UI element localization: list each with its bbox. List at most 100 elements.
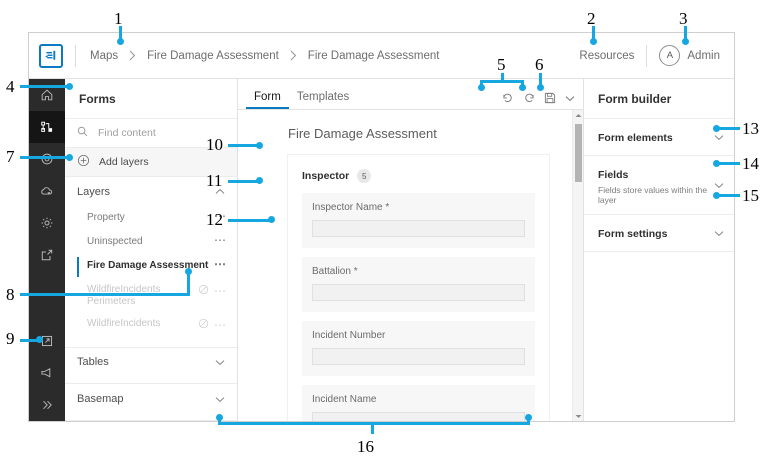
callout-number-14: 14 <box>742 154 759 173</box>
chevron-down-icon[interactable] <box>215 396 225 403</box>
editor-scrollbar[interactable] <box>572 110 583 421</box>
layer-row-icons: ⋯ <box>214 232 227 247</box>
form-card: Inspector 5 Inspector Name * Battalion *… <box>288 155 549 421</box>
breadcrumb-item-current[interactable]: Fire Damage Assessment <box>307 49 440 62</box>
layer-row-icons: ⋯ <box>198 283 227 298</box>
esri-logo-icon[interactable] <box>39 43 63 68</box>
rail-item-home[interactable] <box>29 79 65 111</box>
section-basemap-header[interactable]: Basemap <box>65 384 237 414</box>
breadcrumb-item-maps[interactable]: Maps <box>90 49 119 62</box>
scrollbar-thumb[interactable] <box>575 124 582 182</box>
rail-item-expand[interactable] <box>29 389 65 421</box>
avatar[interactable]: A <box>659 45 681 66</box>
scroll-down-arrow-icon[interactable] <box>573 411 583 421</box>
callout-line-11 <box>228 180 260 183</box>
rail-item-export[interactable] <box>29 239 65 271</box>
callout-dot-4 <box>66 83 73 90</box>
callout-dot-15 <box>713 192 720 199</box>
rail-item-offline[interactable] <box>29 175 65 207</box>
chevron-down-icon[interactable] <box>565 95 575 102</box>
rail-item-target[interactable] <box>29 143 65 175</box>
callout-dot-12 <box>268 216 275 223</box>
form-field[interactable]: Incident Number <box>302 321 535 376</box>
tab-templates[interactable]: Templates <box>296 91 350 103</box>
redo-icon[interactable] <box>523 92 535 104</box>
form-group-header[interactable]: Inspector 5 <box>288 165 549 193</box>
callout-line-16d <box>371 422 374 434</box>
form-group-label: Inspector <box>302 170 350 182</box>
callout-dot-8 <box>185 268 192 275</box>
callout-number-16: 16 <box>357 437 374 456</box>
tab-form[interactable]: Form <box>246 91 289 109</box>
rail-item-forms[interactable] <box>29 111 65 143</box>
inspector-name-input[interactable] <box>312 220 525 237</box>
callout-line-8a <box>20 293 190 296</box>
chevron-up-icon[interactable] <box>215 188 225 195</box>
layer-name: Fire Damage Assessment <box>87 259 209 271</box>
form-field[interactable]: Incident Name <box>302 385 535 421</box>
layer-row[interactable]: Property ⋯ <box>65 207 237 231</box>
layer-list: Property ⋯ Uninspected ⋯ Fire Damage Ass… <box>65 207 237 341</box>
more-options-icon[interactable]: ⋯ <box>214 208 227 223</box>
callout-dot-16b <box>525 414 532 421</box>
left-icon-rail <box>29 79 65 421</box>
builder-row-fields[interactable]: Fields Fields store values within the la… <box>584 156 734 215</box>
builder-row-text: Form elements <box>598 128 714 146</box>
builder-row-form-settings[interactable]: Form settings <box>584 215 734 252</box>
callout-number-5: 5 <box>497 55 506 74</box>
more-options-icon[interactable]: ⋯ <box>214 317 227 332</box>
layer-row-icons: ⋯ <box>214 256 227 271</box>
callout-line-9 <box>20 339 40 342</box>
callout-dot-5a <box>478 84 485 91</box>
rail-item-announcements[interactable] <box>29 357 65 389</box>
chevron-down-icon[interactable] <box>714 230 724 237</box>
user-menu-label[interactable]: Admin <box>687 49 720 62</box>
battalion-input[interactable] <box>312 284 525 301</box>
resources-link[interactable]: Resources <box>579 49 635 62</box>
callout-dot-2 <box>590 38 597 45</box>
callout-line-1 <box>119 26 122 40</box>
field-label: Inspector Name * <box>312 202 390 213</box>
rail-item-settings[interactable] <box>29 207 65 239</box>
callout-dot-7 <box>66 154 73 161</box>
chevron-right-icon <box>129 50 136 61</box>
incident-number-input[interactable] <box>312 348 525 365</box>
layer-row[interactable]: WildfireIncidents ⋯ <box>65 313 237 337</box>
field-label: Battalion * <box>312 266 358 277</box>
chevron-down-icon[interactable] <box>714 134 724 141</box>
callout-number-7: 7 <box>6 147 15 166</box>
callout-dot-1 <box>117 38 124 45</box>
add-layers-button[interactable]: Add layers <box>65 147 237 177</box>
section-tables-header[interactable]: Tables <box>65 348 237 378</box>
undo-icon[interactable] <box>502 92 514 104</box>
breadcrumb: Maps Fire Damage Assessment Fire Damage … <box>88 50 441 62</box>
scroll-up-arrow-icon[interactable] <box>573 110 583 120</box>
chevron-down-icon[interactable] <box>215 359 225 366</box>
form-field[interactable]: Inspector Name * <box>302 193 535 248</box>
search-input[interactable]: Find content <box>65 118 237 148</box>
callout-line-10 <box>228 144 260 147</box>
circle-slash-icon <box>198 318 209 332</box>
layer-row-icons: ⋯ <box>198 317 227 332</box>
form-field[interactable]: Battalion * <box>302 257 535 312</box>
layer-row-selected[interactable]: Fire Damage Assessment ⋯ <box>65 255 237 279</box>
plus-circle-icon <box>77 154 99 170</box>
save-icon[interactable] <box>544 92 556 104</box>
callout-dot-14 <box>713 160 720 167</box>
more-options-icon[interactable]: ⋯ <box>214 256 227 271</box>
callout-number-2: 2 <box>587 9 596 28</box>
breadcrumb-item-project[interactable]: Fire Damage Assessment <box>147 49 279 62</box>
layer-row[interactable]: Uninspected ⋯ <box>65 231 237 255</box>
builder-row-form-elements[interactable]: Form elements <box>584 119 734 156</box>
layer-row-icons: ⋯ <box>214 208 227 223</box>
more-options-icon[interactable]: ⋯ <box>214 283 227 298</box>
layer-row[interactable]: WildfireIncidents Perimeters ⋯ <box>65 279 237 313</box>
builder-row-title: Form settings <box>598 228 668 240</box>
chevron-down-icon[interactable] <box>714 182 724 189</box>
callout-dot-9 <box>36 336 43 343</box>
section-basemap-label: Basemap <box>77 393 124 406</box>
more-options-icon[interactable]: ⋯ <box>214 232 227 247</box>
incident-name-input[interactable] <box>312 412 525 421</box>
callout-dot-3 <box>682 38 689 45</box>
section-layers-header[interactable]: Layers <box>65 177 237 207</box>
